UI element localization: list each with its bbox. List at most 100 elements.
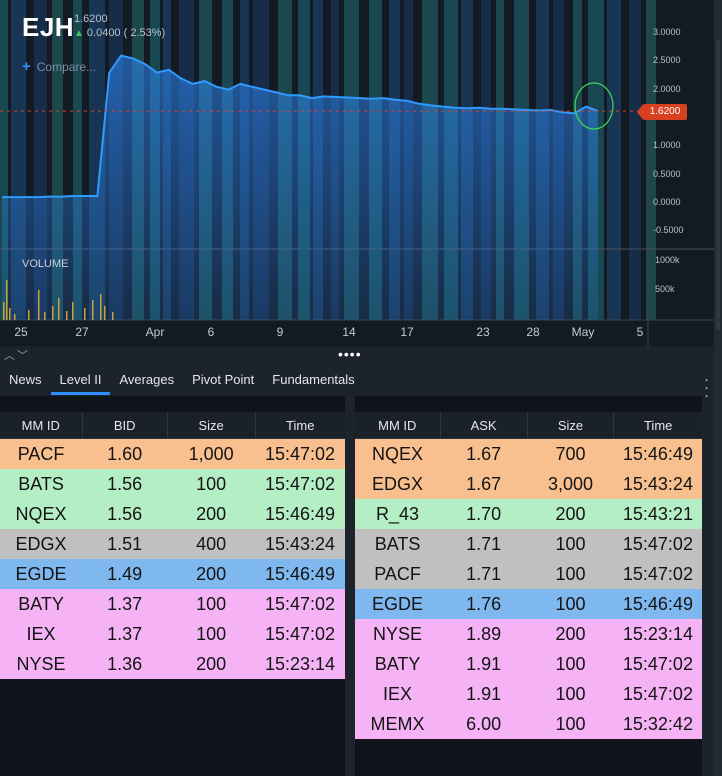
drag-handle-icon[interactable]: ••••	[338, 346, 362, 362]
bid-cell-size: 200	[196, 563, 227, 584]
ask-col-mmid[interactable]: MM ID	[355, 412, 441, 439]
y-tick-label: 3.0000	[653, 27, 681, 37]
bid-row[interactable]: NQEX 1.56 200 15:46:49	[0, 499, 345, 529]
volume-bar	[52, 306, 54, 320]
y-tick-label: 0.5000	[653, 168, 681, 179]
chart-canvas[interactable]	[0, 0, 714, 346]
compare-label: Compare...	[36, 59, 97, 74]
ask-row[interactable]: NQEX 1.67 700 15:46:49	[355, 438, 702, 469]
ask-cell-size: 3,000	[547, 473, 593, 494]
compare-button[interactable]: + Compare...	[22, 58, 96, 75]
ask-row[interactable]: R_43 1.70 200 15:43:21	[355, 499, 702, 529]
ask-row[interactable]: BATS 1.71 100 15:47:02	[355, 529, 702, 559]
y-tick-label: 2.5000	[653, 55, 681, 66]
bid-col-bid[interactable]: BID	[82, 412, 168, 439]
x-tick-label: 28	[526, 325, 540, 339]
session-stripe	[0, 0, 8, 320]
panel-tabs: News Level II Averages Pivot Point Funda…	[0, 366, 714, 396]
ask-row[interactable]: PACF 1.71 100 15:47:02	[355, 559, 702, 589]
ask-cell-price: 1.70	[466, 503, 502, 524]
bid-panel-bg	[0, 396, 345, 776]
volume-bar	[58, 298, 60, 320]
ask-cell-mm: BATY	[374, 653, 421, 674]
ask-row[interactable]: BATY 1.91 100 15:47:02	[355, 649, 702, 679]
ask-cell-mm: EGDE	[372, 593, 424, 614]
ask-cell-time: 15:23:14	[622, 623, 693, 644]
bid-cell-mm: IEX	[26, 623, 56, 644]
tab-level-ii[interactable]: Level II	[50, 366, 111, 396]
ask-cell-size: 100	[555, 683, 586, 704]
ask-cell-mm: R_43	[376, 503, 420, 524]
bid-cell-mm: EDGX	[15, 533, 67, 554]
ask-cell-price: 1.67	[466, 443, 502, 464]
bid-cell-size: 100	[196, 623, 227, 644]
bid-cell-time: 15:47:02	[264, 593, 336, 614]
session-stripe	[52, 0, 63, 320]
volume-bar	[28, 310, 30, 320]
ask-row[interactable]: NYSE 1.89 200 15:23:14	[355, 619, 702, 649]
ask-cell-price: 1.91	[466, 683, 502, 704]
x-tick-label: 17	[400, 325, 414, 339]
bid-cell-time: 15:46:49	[264, 563, 336, 584]
bid-cell-mm: BATY	[18, 593, 64, 614]
ask-col-ask[interactable]: ASK	[440, 412, 528, 439]
bid-col-mmid[interactable]: MM ID	[0, 412, 83, 439]
ask-row[interactable]: EDGX 1.67 3,000 15:43:24	[355, 469, 702, 499]
price-chart[interactable]: EJH 1.6200 ▲ 0.0400 ( 2.53%) + Compare..…	[0, 0, 714, 346]
bid-cell-mm: NYSE	[16, 653, 66, 674]
bid-cell-price: 1.37	[107, 593, 143, 614]
bid-cell-size: 400	[196, 533, 227, 554]
scrollbar-thumb[interactable]	[716, 40, 720, 330]
ask-col-size[interactable]: Size	[527, 412, 615, 439]
tab-fundamentals[interactable]: Fundamentals	[272, 372, 355, 387]
ask-cell-time: 15:47:02	[622, 533, 693, 554]
chevron-down-icon[interactable]: ﹀	[17, 350, 28, 362]
chevron-up-icon[interactable]: ︿	[4, 350, 15, 362]
panel-resize-bar[interactable]: ︿ ﹀ ••••	[0, 346, 714, 364]
ask-cell-mm: BATS	[374, 533, 421, 554]
bid-row[interactable]: EGDE 1.49 200 15:46:49	[0, 559, 345, 589]
bid-header-row: MM ID BID Size Time	[0, 412, 345, 439]
volume-bar	[112, 312, 114, 320]
up-arrow-icon: ▲	[74, 27, 84, 39]
x-tick-label: 23	[476, 325, 490, 339]
volume-bar	[14, 314, 16, 320]
ask-col-time[interactable]: Time	[613, 412, 702, 439]
x-tick-label: 9	[276, 325, 284, 339]
right-scrollbar[interactable]	[714, 0, 722, 776]
volume-bar	[6, 280, 8, 320]
ask-row[interactable]: EGDE 1.76 100 15:46:49	[355, 589, 702, 619]
ask-cell-time: 15:46:49	[622, 593, 693, 614]
ask-cell-time: 15:47:02	[622, 683, 693, 704]
tab-pivot-point[interactable]: Pivot Point	[192, 372, 255, 387]
ask-row[interactable]: IEX 1.91 100 15:47:02	[355, 679, 702, 709]
volume-bar	[84, 308, 86, 320]
more-options-icon[interactable]: · · ·	[704, 371, 709, 404]
bid-cell-time: 15:43:24	[264, 533, 336, 554]
bid-row[interactable]: PACF 1.60 1,000 15:47:02	[0, 438, 345, 469]
y-tick-label: 1.0000	[653, 140, 681, 151]
ask-table: MM ID ASK Size Time NQEX 1.67 700 15:46:49 E…	[355, 412, 702, 739]
bid-cell-price: 1.51	[107, 533, 143, 554]
bid-row[interactable]: IEX 1.37 100 15:47:02	[0, 619, 345, 649]
bid-cell-time: 15:46:49	[264, 503, 336, 524]
ask-row[interactable]: MEMX 6.00 100 15:32:42	[355, 709, 702, 739]
bid-col-size[interactable]: Size	[167, 412, 256, 439]
ask-cell-size: 200	[555, 503, 586, 524]
bid-cell-price: 1.37	[107, 623, 143, 644]
bid-row[interactable]: NYSE 1.36 200 15:23:14	[0, 649, 345, 679]
bid-cell-price: 1.56	[107, 473, 143, 494]
bid-row[interactable]: EDGX 1.51 400 15:43:24	[0, 529, 345, 559]
bid-cell-mm: NQEX	[15, 503, 67, 524]
session-stripe	[629, 0, 641, 320]
bid-col-time[interactable]: Time	[255, 412, 345, 439]
bid-row[interactable]: BATS 1.56 100 15:47:02	[0, 469, 345, 499]
volume-bar	[92, 300, 94, 320]
ask-cell-mm: EDGX	[372, 473, 424, 494]
tab-averages[interactable]: Averages	[119, 372, 175, 387]
plus-icon: +	[22, 58, 31, 75]
bid-row[interactable]: BATY 1.37 100 15:47:02	[0, 589, 345, 619]
tab-news[interactable]: News	[9, 372, 42, 387]
bid-cell-price: 1.60	[107, 443, 143, 464]
bid-cell-time: 15:23:14	[264, 653, 336, 674]
